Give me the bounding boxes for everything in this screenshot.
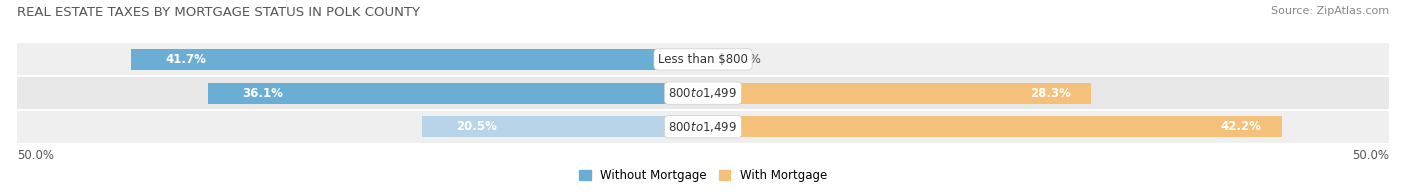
Text: 28.3%: 28.3% <box>1029 87 1071 100</box>
Text: 50.0%: 50.0% <box>17 149 53 162</box>
Bar <box>17 77 1389 109</box>
Bar <box>422 116 703 137</box>
Text: $800 to $1,499: $800 to $1,499 <box>668 120 738 134</box>
Bar <box>131 49 703 70</box>
Bar <box>208 83 703 103</box>
Text: 42.2%: 42.2% <box>1220 120 1261 133</box>
Text: 1.1%: 1.1% <box>731 53 762 66</box>
Bar <box>17 111 1389 143</box>
Bar <box>703 83 1091 103</box>
Legend: Without Mortgage, With Mortgage: Without Mortgage, With Mortgage <box>579 169 827 182</box>
Bar <box>703 116 1282 137</box>
Text: 41.7%: 41.7% <box>165 53 205 66</box>
Text: REAL ESTATE TAXES BY MORTGAGE STATUS IN POLK COUNTY: REAL ESTATE TAXES BY MORTGAGE STATUS IN … <box>17 6 420 19</box>
Text: 20.5%: 20.5% <box>456 120 496 133</box>
Text: $800 to $1,499: $800 to $1,499 <box>668 86 738 100</box>
Bar <box>17 43 1389 75</box>
Text: 36.1%: 36.1% <box>242 87 283 100</box>
Text: Source: ZipAtlas.com: Source: ZipAtlas.com <box>1271 6 1389 16</box>
Text: Less than $800: Less than $800 <box>658 53 748 66</box>
Bar <box>703 49 718 70</box>
Text: 50.0%: 50.0% <box>1353 149 1389 162</box>
